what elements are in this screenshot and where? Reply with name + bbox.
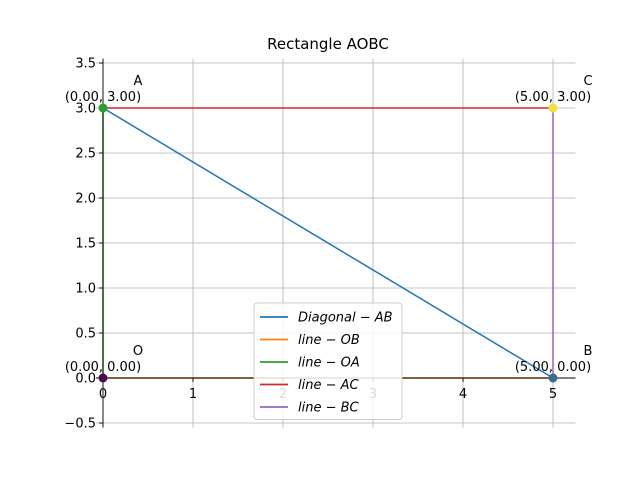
legend: Diagonal − AB line − OB line − OA line − AC…	[253, 302, 403, 420]
series-line-0	[102, 107, 554, 379]
legend-entry-0: Diagonal − AB	[298, 311, 393, 326]
points: A(0.00, 3.00) O(0.00, 0.00) B(5.00, 0.00) C…	[65, 74, 593, 383]
chart-title: Rectangle AOBC	[267, 35, 389, 53]
point-coord-label-O: (0.00, 0.00)	[65, 360, 141, 375]
legend-entry-1: line − OB	[298, 333, 360, 348]
point-name-O: O	[133, 344, 143, 359]
legend-entry-4: line − BC	[298, 401, 360, 416]
y-tick-label: 0.0	[75, 372, 96, 387]
x-tick-label: 0	[99, 387, 107, 402]
legend-entry-3: line − AC	[298, 378, 360, 393]
legend-box	[253, 302, 403, 420]
legend-entry-2: line − OA	[298, 356, 360, 371]
point-coord-label-C: (5.00, 3.00)	[515, 90, 591, 105]
point-marker-A	[98, 103, 108, 113]
point-name-A: A	[134, 74, 143, 89]
point-name-C: C	[583, 74, 592, 89]
y-tick-label: 2.5	[75, 147, 96, 162]
x-tick-label: 4	[459, 387, 467, 402]
point-marker-C	[548, 103, 558, 113]
point-coord-label-B: (5.00, 0.00)	[515, 360, 591, 375]
x-tick-label: 1	[189, 387, 197, 402]
y-tick-label: −0.5	[64, 417, 96, 432]
y-tick-label: 3.0	[75, 102, 96, 117]
point-coord-label-A: (0.00, 3.00)	[65, 90, 141, 105]
y-tick-label: 3.5	[75, 57, 96, 72]
x-tick-label: 5	[549, 387, 557, 402]
y-tick-label: 2.0	[75, 192, 96, 207]
point-marker-B	[548, 373, 558, 383]
point-marker-O	[98, 373, 108, 383]
y-tick-label: 1.0	[75, 282, 96, 297]
point-name-B: B	[584, 344, 593, 359]
y-tick-label: 0.5	[75, 327, 96, 342]
y-tick-label: 1.5	[75, 237, 96, 252]
